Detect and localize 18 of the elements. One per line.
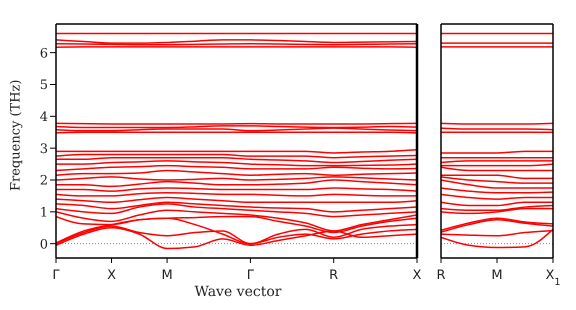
x-tick-label: R (436, 268, 446, 283)
x-tick-label: M (161, 268, 173, 283)
y-tick-label: 2 (40, 174, 48, 189)
x-axis-title: Wave vector (194, 284, 282, 300)
x-tick-label: X (412, 268, 422, 283)
x-tick-label: Γ (246, 268, 255, 283)
y-tick-label: 0 (40, 237, 48, 252)
y-tick-label: 4 (40, 110, 48, 125)
x-tick-label: X$_{1}$ (545, 268, 561, 288)
x-tick-label: R (329, 268, 338, 283)
x-tick-label: Γ (52, 268, 60, 283)
x-tick-label: X (107, 268, 116, 283)
y-axis-title: Frequency (THz) (8, 80, 24, 191)
y-tick-label: 3 (40, 142, 48, 157)
y-tick-label: 5 (40, 78, 48, 94)
x-tick-label: M (491, 268, 503, 283)
y-tick-label: 1 (40, 205, 48, 220)
y-tick-label: 6 (40, 46, 48, 62)
